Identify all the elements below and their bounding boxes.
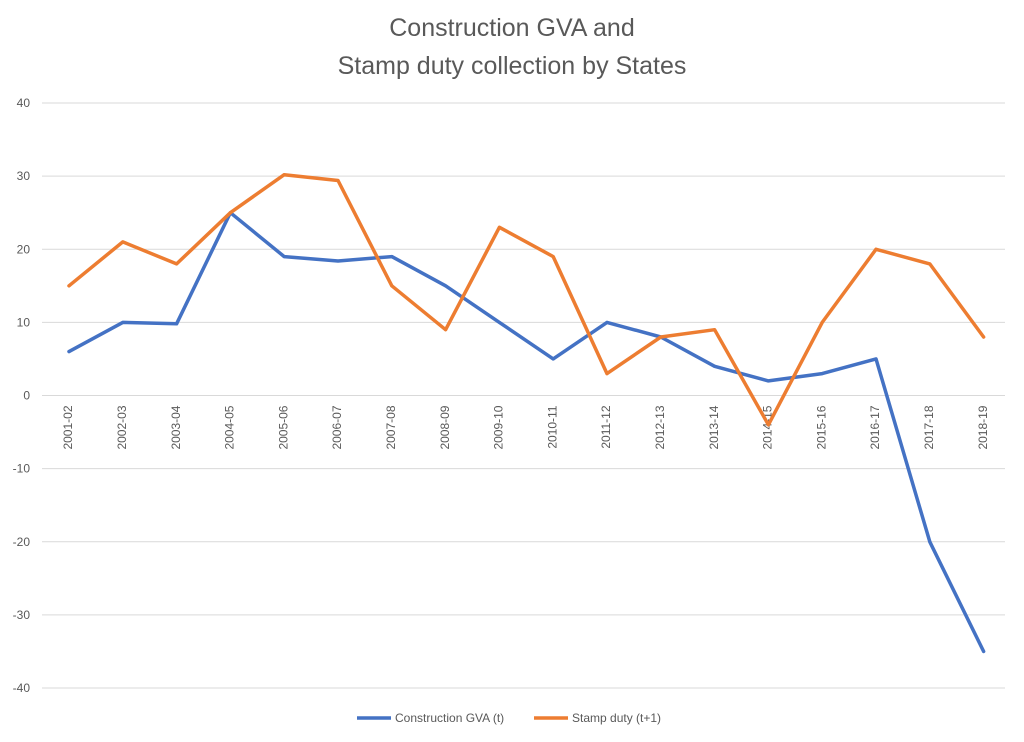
chart-title-line-1: Construction GVA and (389, 14, 635, 42)
series-2-point (820, 320, 824, 324)
series-1-point (605, 320, 609, 324)
series-2-point (121, 240, 125, 244)
y-tick-label: -10 (13, 462, 31, 476)
y-tick-label: -40 (13, 681, 31, 695)
series-1-point (282, 255, 286, 259)
x-tick-label: 2003-04 (169, 405, 183, 449)
x-tick-label: 2006-07 (330, 405, 344, 449)
series-1-point (713, 364, 717, 368)
series-1-point (336, 259, 340, 263)
x-tick-label: 2013-14 (707, 405, 721, 449)
series-2-point (874, 247, 878, 251)
series-line-1 (67, 210, 986, 654)
series-1-point (67, 350, 71, 354)
series-2-point (67, 284, 71, 288)
y-tick-label: 40 (17, 96, 31, 110)
y-tick-label: -30 (13, 608, 31, 622)
series-1-point (551, 357, 555, 361)
series-1-point (928, 540, 932, 544)
series-2-point (390, 284, 394, 288)
x-tick-label: 2010-11 (545, 405, 559, 448)
y-tick-label: 20 (17, 242, 31, 256)
series-1-point (390, 255, 394, 259)
series-2-point (175, 262, 179, 266)
y-tick-label: 30 (17, 169, 31, 183)
series-2-point (336, 179, 340, 183)
x-tick-label: 2011-12 (599, 405, 613, 448)
x-tick-label: 2017-18 (922, 405, 936, 449)
series-2-point (928, 262, 932, 266)
x-tick-label: 2005-06 (276, 405, 290, 449)
series-2-point (228, 211, 232, 215)
x-tick-label: 2002-03 (115, 405, 129, 449)
series-2-point (497, 225, 501, 229)
series-1-point (982, 649, 986, 653)
series-2-point (659, 335, 663, 339)
x-tick-label: 2009-10 (492, 405, 506, 449)
x-tick-label: 2018-19 (976, 405, 990, 449)
series-2-point (551, 255, 555, 259)
series-1-point (766, 379, 770, 383)
series-1-point (444, 284, 448, 288)
x-tick-label: 2007-08 (384, 405, 398, 449)
series-2-point (282, 173, 286, 177)
series-1-point (820, 372, 824, 376)
legend-label: Construction GVA (t) (395, 711, 504, 725)
series-2-point (766, 423, 770, 427)
series-2-point (713, 328, 717, 332)
x-tick-label: 2012-13 (653, 405, 667, 449)
series-1-point (497, 320, 501, 324)
chart-title-line-2: Stamp duty collection by States (337, 52, 687, 80)
series-1-point (175, 322, 179, 326)
x-tick-label: 2016-17 (868, 405, 882, 449)
legend-label: Stamp duty (t+1) (572, 711, 661, 725)
x-tick-label: 2001-02 (61, 405, 75, 449)
y-tick-label: 0 (23, 389, 30, 403)
y-tick-label: 10 (17, 315, 31, 329)
series-line-2 (67, 172, 986, 427)
x-tick-label: 2015-16 (814, 405, 828, 449)
y-tick-label: -20 (13, 535, 31, 549)
series-1-point (874, 357, 878, 361)
x-tick-label: 2004-05 (223, 405, 237, 449)
series-2-point (444, 328, 448, 332)
x-tick-label: 2008-09 (438, 405, 452, 449)
series-1-point (121, 320, 125, 324)
series-2-point (605, 372, 609, 376)
series-2-point (982, 335, 986, 339)
